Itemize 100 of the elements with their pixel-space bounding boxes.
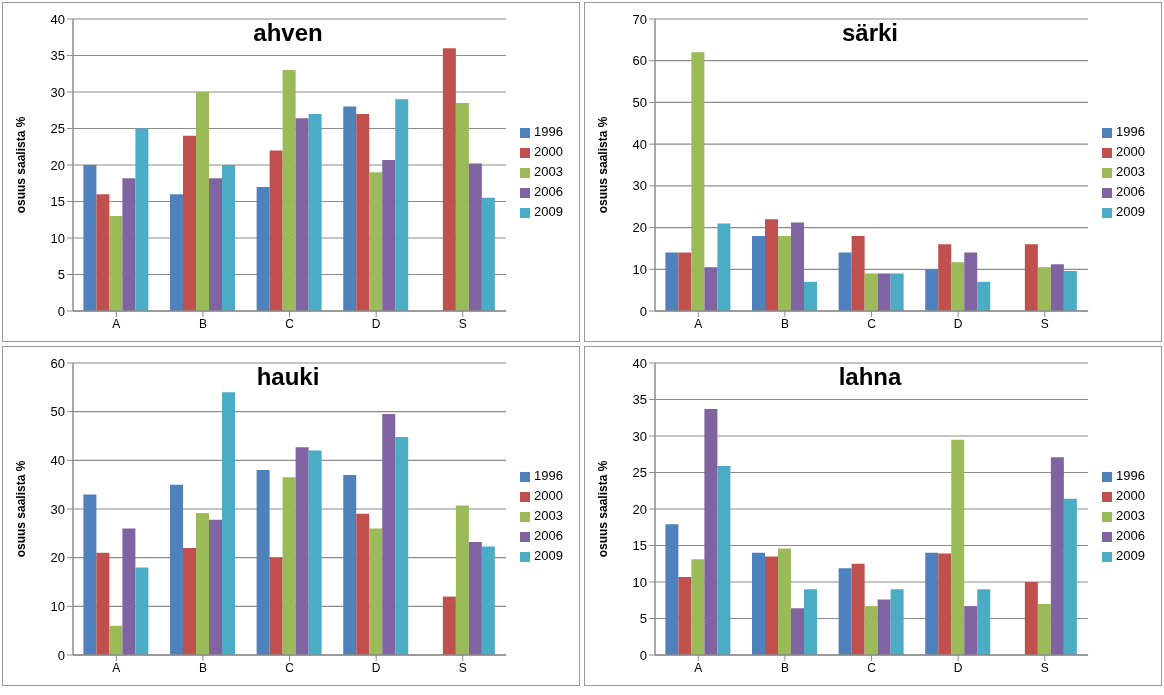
x-tick-label: S — [1040, 660, 1049, 675]
bar — [455, 505, 469, 655]
bar — [481, 546, 495, 655]
legend-label: 1996 — [534, 468, 563, 483]
bar — [122, 178, 136, 311]
y-tick-label: 40 — [50, 452, 65, 468]
bar — [343, 106, 357, 311]
x-tick-label: A — [112, 316, 121, 331]
legend-label: 2000 — [1116, 488, 1145, 503]
bar — [938, 244, 952, 311]
bar — [468, 542, 482, 655]
y-tick-label: 10 — [632, 261, 647, 277]
y-tick-label: 0 — [57, 303, 65, 319]
x-tick-label: D — [953, 316, 963, 331]
bar — [717, 465, 731, 655]
bar — [209, 519, 223, 655]
legend-label: 1996 — [1116, 468, 1145, 483]
bar — [170, 194, 184, 311]
legend-label: 2000 — [534, 488, 563, 503]
bar — [382, 159, 396, 311]
legend-label: 2009 — [1116, 204, 1145, 219]
bar — [877, 273, 891, 311]
bar — [356, 513, 370, 655]
y-tick-label: 10 — [50, 598, 65, 614]
legend-label: 1996 — [534, 124, 563, 139]
bar — [395, 436, 409, 655]
bar — [183, 135, 197, 311]
x-tick-label: D — [371, 316, 381, 331]
x-tick-label: C — [285, 316, 295, 331]
bar — [851, 235, 865, 311]
legend-label: 1996 — [1116, 124, 1145, 139]
bar — [864, 606, 878, 655]
bar — [717, 223, 731, 311]
bar — [977, 589, 991, 655]
x-tick-label: B — [780, 316, 789, 331]
legend-label: 2006 — [534, 528, 563, 543]
bar — [170, 484, 184, 655]
y-tick-label: 35 — [50, 48, 65, 64]
legend-label: 2003 — [534, 508, 563, 523]
y-tick-label: 15 — [50, 194, 65, 210]
legend-label: 2006 — [1116, 528, 1145, 543]
legend-label: 2003 — [534, 164, 563, 179]
bar — [665, 252, 679, 311]
x-tick-label: C — [867, 316, 877, 331]
y-tick-label: 0 — [57, 647, 65, 663]
bar — [222, 165, 236, 311]
x-tick-label: S — [1040, 316, 1049, 331]
bar — [1050, 457, 1064, 655]
y-tick-label: 30 — [632, 178, 647, 194]
x-tick-label: B — [198, 660, 207, 675]
bar — [778, 235, 792, 311]
bar — [704, 408, 718, 655]
bar — [890, 589, 904, 655]
bar — [691, 559, 705, 655]
bar — [455, 102, 469, 311]
bar — [704, 267, 718, 311]
bar — [308, 113, 322, 311]
bar — [752, 552, 766, 655]
bar — [468, 163, 482, 311]
bar — [222, 392, 236, 655]
bar — [765, 556, 779, 655]
bar — [678, 252, 692, 311]
bar — [925, 552, 939, 655]
bar — [395, 99, 409, 311]
bar — [1024, 582, 1038, 655]
bar — [851, 563, 865, 655]
bar — [752, 235, 766, 311]
bar — [96, 552, 110, 655]
bar — [282, 70, 296, 311]
bar — [665, 524, 679, 655]
bar — [791, 608, 805, 655]
legend-label: 2000 — [534, 144, 563, 159]
bar — [135, 128, 149, 311]
bar — [369, 172, 383, 311]
bar — [369, 528, 383, 655]
x-tick-label: D — [371, 660, 381, 675]
bar — [838, 252, 852, 311]
y-tick-label: 70 — [632, 11, 647, 27]
y-tick-label: 0 — [639, 303, 647, 319]
bar — [282, 477, 296, 655]
y-tick-label: 40 — [50, 11, 65, 27]
x-tick-label: C — [867, 660, 877, 675]
legend-label: 2003 — [1116, 164, 1145, 179]
y-tick-label: 50 — [50, 404, 65, 420]
x-tick-label: A — [694, 660, 703, 675]
y-tick-label: 15 — [632, 538, 647, 554]
bar — [964, 252, 978, 311]
y-tick-label: 30 — [50, 501, 65, 517]
bar — [678, 576, 692, 655]
bar — [791, 222, 805, 311]
bar — [877, 599, 891, 655]
bar — [269, 150, 283, 311]
bar — [442, 48, 456, 311]
bar — [295, 118, 309, 311]
y-tick-label: 20 — [50, 550, 65, 566]
x-tick-label: S — [458, 660, 467, 675]
x-tick-label: A — [694, 316, 703, 331]
y-axis-title: osuus saalista % — [596, 460, 611, 558]
y-tick-label: 40 — [632, 136, 647, 152]
bar — [778, 548, 792, 655]
